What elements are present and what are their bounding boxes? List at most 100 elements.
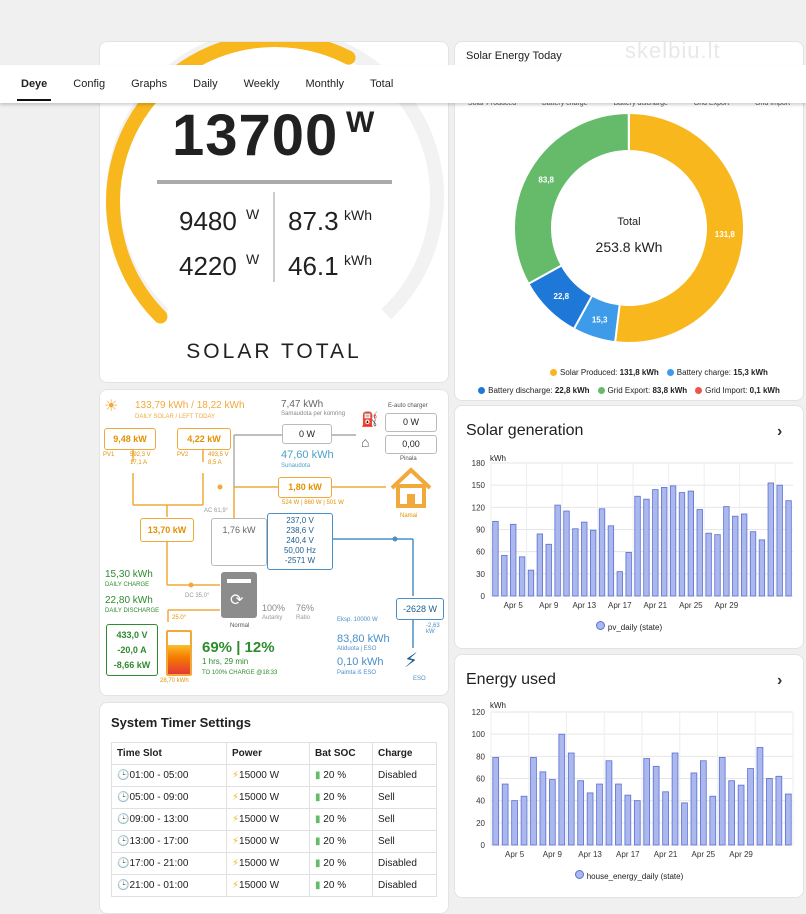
bar[interactable]: [581, 521, 588, 597]
bar[interactable]: [586, 792, 594, 846]
bar[interactable]: [492, 520, 499, 597]
bar[interactable]: [696, 509, 703, 597]
bar[interactable]: [687, 490, 695, 597]
bar[interactable]: [616, 571, 623, 597]
timer-row[interactable]: 🕒01:00 - 05:00 ⚡15000 W ▮ 20 % Disabled: [111, 764, 437, 787]
timer-row[interactable]: 🕒13:00 - 17:00 ⚡15000 W ▮ 20 % Sell: [111, 830, 437, 853]
bar[interactable]: [747, 768, 754, 846]
bar[interactable]: [549, 779, 556, 846]
bar[interactable]: [662, 791, 669, 846]
donut-slice[interactable]: [513, 111, 630, 286]
home-load-box[interactable]: 1,80 kW: [278, 477, 332, 498]
bar[interactable]: [572, 528, 579, 597]
bar[interactable]: [681, 802, 688, 846]
bar[interactable]: [625, 552, 632, 597]
timer-row[interactable]: 🕒09:00 - 13:00 ⚡15000 W ▮ 20 % Sell: [111, 808, 437, 831]
timer-row[interactable]: 🕒17:00 - 21:00 ⚡15000 W ▮ 20 % Disabled: [111, 852, 437, 875]
top-label[interactable]: Battery discharge: [613, 100, 668, 107]
bar[interactable]: [530, 757, 537, 846]
tab-monthly[interactable]: Monthly: [305, 78, 345, 90]
ev-charger-box[interactable]: 0 W: [385, 413, 437, 432]
bar[interactable]: [732, 515, 739, 597]
bar[interactable]: [776, 484, 783, 597]
bar[interactable]: [605, 760, 613, 846]
inverter-box[interactable]: 1,76 kW: [211, 518, 267, 566]
tab-total[interactable]: Total: [370, 78, 394, 90]
chevron-right-icon[interactable]: ›: [777, 423, 783, 440]
bar[interactable]: [785, 500, 792, 597]
bar[interactable]: [596, 783, 603, 846]
bar[interactable]: [705, 532, 712, 597]
bar[interactable]: [749, 531, 757, 597]
bar[interactable]: [510, 523, 517, 597]
timer-row[interactable]: 🕒05:00 - 09:00 ⚡15000 W ▮ 20 % Sell: [111, 786, 437, 809]
bar[interactable]: [737, 784, 745, 846]
tab-config[interactable]: Config: [73, 78, 106, 90]
bar[interactable]: [740, 513, 748, 597]
bar[interactable]: [671, 752, 679, 846]
battery-readings-box[interactable]: 433,0 V -20,0 A -8,66 kW: [106, 624, 158, 676]
bar[interactable]: [607, 525, 615, 597]
bar[interactable]: [700, 760, 707, 846]
bar[interactable]: [784, 793, 792, 846]
legend-grid-export[interactable]: Grid Export: 83,8 kWh: [597, 386, 687, 395]
grid-power-box[interactable]: -2628 W: [396, 598, 444, 620]
bar[interactable]: [624, 794, 632, 846]
bar[interactable]: [577, 780, 584, 846]
bar[interactable]: [563, 510, 570, 597]
bar[interactable]: [558, 733, 566, 846]
bar[interactable]: [518, 556, 526, 597]
bar[interactable]: [527, 569, 535, 597]
bar[interactable]: [554, 504, 561, 597]
bar[interactable]: [633, 800, 641, 846]
bar[interactable]: [511, 800, 518, 846]
energy-used-legend[interactable]: house_energy_daily (state): [455, 870, 803, 881]
top-label[interactable]: Grid Export: [693, 100, 730, 107]
bar[interactable]: [723, 506, 730, 597]
bar[interactable]: [767, 482, 774, 597]
bar[interactable]: [714, 534, 721, 597]
bar[interactable]: [652, 489, 659, 597]
chevron-right-icon[interactable]: ›: [777, 672, 783, 689]
bar[interactable]: [634, 495, 641, 597]
legend-solar-produced[interactable]: Solar Produced: 131,8 kWh: [550, 368, 659, 377]
bar[interactable]: [775, 775, 783, 846]
bar[interactable]: [678, 492, 686, 597]
bar[interactable]: [643, 498, 650, 597]
bar[interactable]: [539, 771, 547, 846]
bar[interactable]: [690, 772, 698, 846]
pv1-box[interactable]: 9,48 kW: [104, 428, 156, 450]
tab-deye[interactable]: Deye: [8, 65, 60, 103]
bar[interactable]: [652, 765, 660, 846]
bar[interactable]: [643, 758, 651, 846]
bar[interactable]: [669, 485, 677, 597]
legend-battery-discharge[interactable]: Battery discharge: 22,8 kWh: [478, 386, 590, 395]
tab-graphs[interactable]: Graphs: [131, 78, 168, 90]
bar[interactable]: [758, 539, 766, 597]
tab-daily[interactable]: Daily: [193, 78, 218, 90]
legend-grid-import[interactable]: Grid Import: 0,1 kWh: [695, 386, 780, 395]
bar[interactable]: [492, 757, 500, 846]
bar[interactable]: [536, 533, 544, 597]
top-label[interactable]: Solar Produced: [467, 100, 517, 107]
bar[interactable]: [589, 529, 597, 597]
bar[interactable]: [766, 778, 773, 846]
bar[interactable]: [567, 752, 575, 846]
bar[interactable]: [598, 508, 606, 597]
bar[interactable]: [501, 783, 509, 846]
bar[interactable]: [615, 783, 622, 846]
grid-readings-box[interactable]: 237,0 V 238,6 V 240,4 V 50,00 Hz -2571 W: [267, 513, 333, 570]
top-label[interactable]: Grid Import: [755, 100, 791, 107]
bar[interactable]: [661, 486, 668, 597]
pv-total-box[interactable]: 13,70 kW: [140, 518, 194, 542]
bar[interactable]: [718, 757, 726, 846]
legend-battery-charge[interactable]: Battery charge: 15,3 kWh: [666, 368, 768, 377]
timer-row[interactable]: 🕒21:00 - 01:00 ⚡15000 W ▮ 20 % Disabled: [111, 874, 437, 897]
pinala-box[interactable]: 0,00: [385, 435, 437, 454]
bar[interactable]: [709, 795, 717, 846]
nonessential-box[interactable]: 0 W: [282, 424, 332, 444]
donut-slice[interactable]: [613, 111, 745, 344]
top-label[interactable]: Battery charge: [542, 100, 588, 107]
bar[interactable]: [545, 543, 552, 597]
bar[interactable]: [756, 747, 764, 846]
